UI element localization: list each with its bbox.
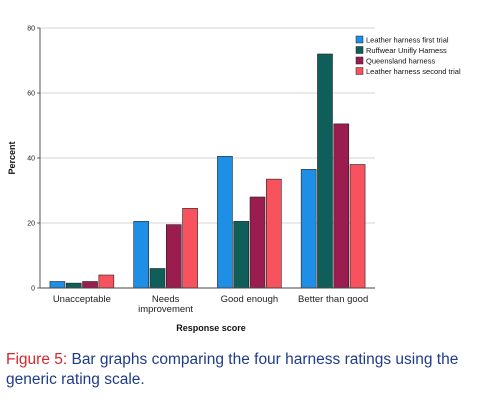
legend-swatch <box>355 56 364 65</box>
legend-swatch <box>355 35 364 44</box>
bar <box>233 221 250 289</box>
y-tick-label: 80 <box>27 26 35 33</box>
bar <box>300 169 317 289</box>
bar <box>182 208 198 289</box>
bar <box>217 156 233 289</box>
bar <box>98 274 115 289</box>
bar <box>49 281 66 289</box>
y-tick-label: 40 <box>27 156 35 163</box>
legend-label: Queensland harness <box>366 56 435 65</box>
x-tick-label: improvement <box>138 304 193 315</box>
x-tick-label: Better than good <box>298 294 368 305</box>
bar <box>266 178 282 289</box>
bar <box>333 123 350 289</box>
y-tick-labels: 0 20 40 60 80 <box>27 26 40 293</box>
bar <box>317 53 333 289</box>
y-axis-title: Percent <box>7 141 17 174</box>
bar <box>165 224 182 289</box>
bar <box>349 164 366 289</box>
bar <box>65 282 82 289</box>
y-tick-label: 60 <box>27 91 35 98</box>
legend-swatch <box>355 46 364 54</box>
x-tick-label: Good enough <box>221 294 279 305</box>
legend-label: Leather harness first trial <box>366 35 449 44</box>
bar <box>82 281 98 289</box>
x-tick-label: Unacceptable <box>53 294 111 305</box>
legend-label: Leather harness second trial <box>366 67 461 76</box>
figure-caption: Figure 5: Bar graphs comparing the four … <box>6 350 494 390</box>
caption-label: Figure 5: <box>6 351 68 368</box>
y-tick-label: 20 <box>27 221 35 228</box>
bar <box>133 221 149 289</box>
bar <box>149 268 166 289</box>
legend-swatch <box>355 67 364 75</box>
legend-label: Ruffwear Unifly Harness <box>366 46 447 55</box>
y-tick-label: 0 <box>31 286 35 293</box>
legend: Leather harness first trial Ruffwear Unif… <box>355 35 461 76</box>
x-tick-label: Needs <box>152 294 180 305</box>
bar <box>249 196 266 289</box>
x-axis-title: Response score <box>176 323 246 333</box>
caption-text: Bar graphs comparing the four harness ra… <box>6 351 459 388</box>
bar-group <box>49 53 366 289</box>
